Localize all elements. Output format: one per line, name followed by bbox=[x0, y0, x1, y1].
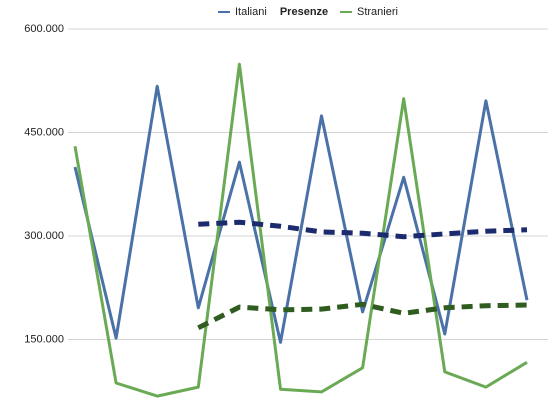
legend-label: Stranieri bbox=[357, 6, 398, 18]
legend: Italiani Presenze Stranieri bbox=[218, 6, 398, 18]
series-line bbox=[198, 219, 528, 240]
y-tick-label: 150.000 bbox=[24, 333, 64, 345]
series-line bbox=[73, 62, 528, 398]
series-line bbox=[73, 84, 529, 344]
y-tick-label: 300.000 bbox=[24, 230, 64, 242]
y-tick-label: 450.000 bbox=[24, 126, 64, 138]
chart-title: Presenze bbox=[280, 6, 328, 18]
legend-label: Italiani bbox=[235, 6, 267, 18]
series-line bbox=[197, 301, 528, 331]
y-tick-label: 600.000 bbox=[24, 23, 64, 35]
